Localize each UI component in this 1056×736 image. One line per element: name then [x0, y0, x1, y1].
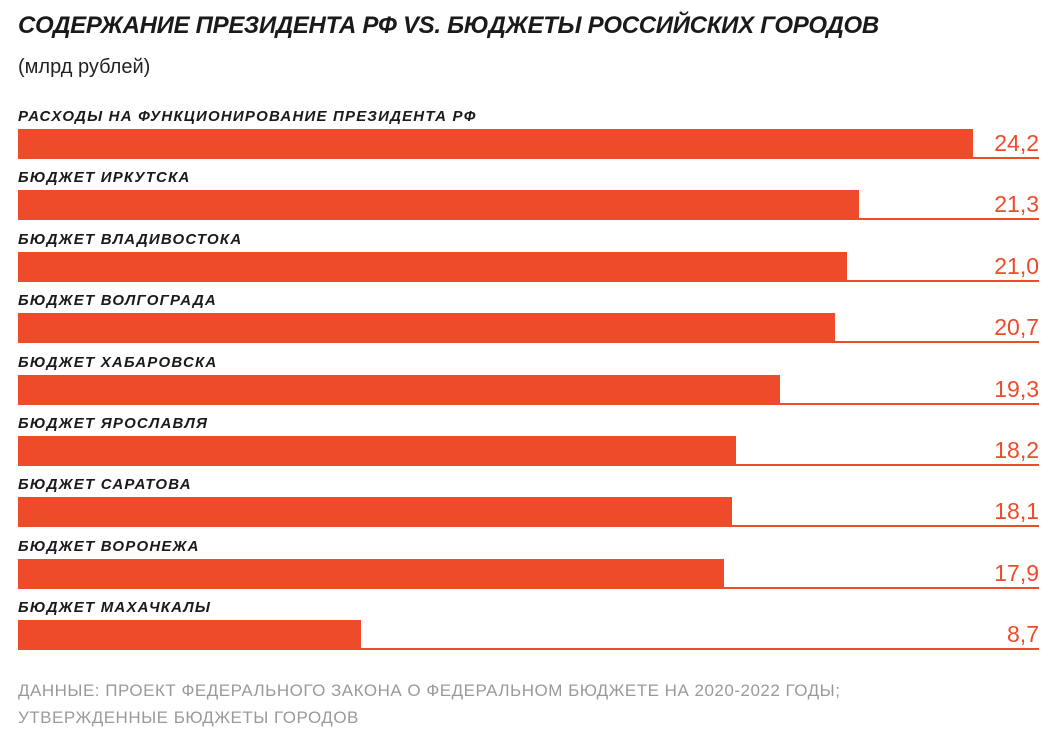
bar: [18, 251, 847, 282]
bar-row: БЮДЖЕТ САРАТОВА 18,1: [18, 476, 1039, 536]
bar: [18, 497, 733, 528]
value-label: 17,9: [994, 559, 1039, 586]
bar: [18, 129, 973, 159]
bar: [18, 374, 780, 405]
bar-row: БЮДЖЕТ ИРКУТСКА 21,3: [18, 169, 1039, 229]
bar-label: БЮДЖЕТ ВОЛГОГРАДА: [18, 292, 217, 310]
bar-row: БЮДЖЕТ ХАБАРОВСКА 19,3: [18, 354, 1039, 414]
value-label: 8,7: [1007, 621, 1039, 648]
value-label: 18,2: [994, 437, 1039, 463]
bar-label: БЮДЖЕТ МАХАЧКАЛЫ: [18, 599, 212, 617]
bar-track: [18, 190, 1039, 221]
bar-label: БЮДЖЕТ ВОРОНЕЖА: [18, 537, 200, 555]
source-line-2: УТВЕРЖДЕННЫЕ БЮДЖЕТЫ ГОРОДОВ: [18, 708, 359, 727]
bar-label: БЮДЖЕТ ИРКУТСКА: [18, 169, 191, 187]
bar: [18, 190, 859, 221]
bar-row: РАСХОДЫ НА ФУНКЦИОНИРОВАНИЕ ПРЕЗИДЕНТА Р…: [18, 108, 1039, 168]
bar-label: РАСХОДЫ НА ФУНКЦИОНИРОВАНИЕ ПРЕЗИДЕНТА Р…: [18, 108, 477, 125]
bar-row: БЮДЖЕТ ВЛАДИВОСТОКА 21,0: [18, 231, 1039, 291]
bar-track: [18, 374, 1039, 405]
chart-subtitle: (млрд рублей): [18, 56, 151, 78]
bar-row: БЮДЖЕТ ВОРОНЕЖА 17,9: [18, 538, 1039, 598]
bar-label: БЮДЖЕТ ЯРОСЛАВЛЯ: [18, 415, 209, 432]
bar: [18, 558, 725, 589]
bar: [18, 620, 362, 651]
source-note: ДАННЫЕ: ПРОЕКТ ФЕДЕРАЛЬНОГО ЗАКОНА О ФЕД…: [18, 677, 840, 731]
source-line-1: ДАННЫЕ: ПРОЕКТ ФЕДЕРАЛЬНОГО ЗАКОНА О ФЕД…: [18, 681, 841, 700]
bar-track: [18, 313, 1039, 344]
bar-row: БЮДЖЕТ МАХАЧКАЛЫ 8,7: [18, 599, 1039, 659]
bar-label: БЮДЖЕТ САРАТОВА: [18, 476, 192, 494]
bar-row: БЮДЖЕТ ЯРОСЛАВЛЯ 18,2: [18, 415, 1039, 475]
bar-track: [18, 251, 1039, 282]
bar-track: [18, 497, 1039, 528]
value-label: 19,3: [994, 375, 1039, 402]
value-label: 24,2: [994, 130, 1039, 156]
bar: [18, 436, 737, 466]
chart-title: СОДЕРЖАНИЕ ПРЕЗИДЕНТА РФ VS. БЮДЖЕТЫ РОС…: [18, 12, 879, 39]
value-label: 18,1: [994, 498, 1039, 525]
bar-track: [18, 558, 1039, 589]
value-label: 21,0: [994, 252, 1039, 279]
bar-row: БЮДЖЕТ ВОЛГОГРАДА 20,7: [18, 292, 1039, 352]
bar-track: [18, 436, 1039, 466]
bar: [18, 313, 835, 344]
bar-track: [18, 620, 1039, 651]
bar-label: БЮДЖЕТ ВЛАДИВОСТОКА: [18, 230, 243, 248]
bar-track: [18, 129, 1039, 159]
bar-label: БЮДЖЕТ ХАБАРОВСКА: [18, 353, 218, 371]
value-label: 21,3: [994, 191, 1039, 218]
value-label: 20,7: [994, 314, 1039, 341]
